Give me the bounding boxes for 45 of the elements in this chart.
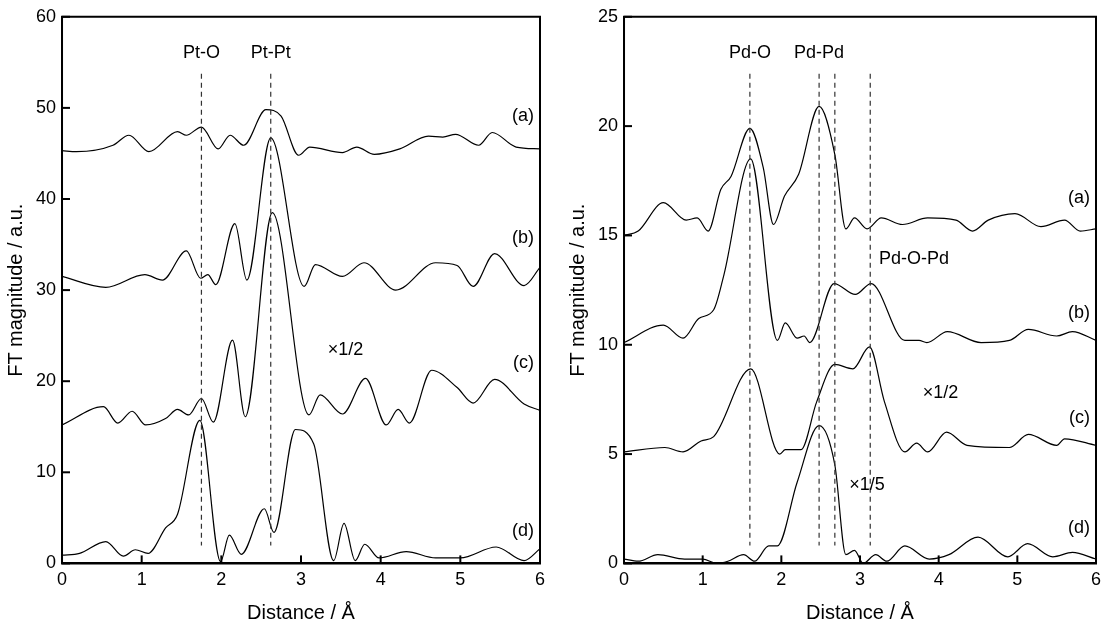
- y-tick-label: 10: [35, 461, 57, 482]
- y-tick-label: 50: [35, 96, 57, 117]
- annotation: ×1/2: [922, 381, 959, 402]
- series-label: (a): [512, 105, 534, 126]
- y-tick-label: 25: [597, 5, 619, 26]
- y-tick-label: 10: [597, 333, 619, 354]
- y-tick-label: 0: [608, 552, 619, 573]
- y-tick-label: 40: [35, 187, 57, 208]
- ref-line-label: Pd-O: [728, 41, 771, 62]
- y-tick-label: 20: [597, 115, 619, 136]
- x-tick-label: 4: [933, 569, 944, 590]
- x-tick-label: 2: [776, 569, 787, 590]
- series-label: (c): [1069, 407, 1090, 428]
- series-label: (b): [512, 226, 534, 247]
- x-tick-label: 6: [534, 569, 546, 590]
- y-tick-label: 20: [35, 370, 57, 391]
- x-tick-label: 5: [455, 569, 466, 590]
- x-axis-title: Distance / Å: [247, 600, 356, 623]
- ref-line-label: Pd-Pd: [794, 41, 845, 62]
- y-axis-title: FT magnitude / a.u.: [3, 203, 26, 377]
- y-axis-title: FT magnitude / a.u.: [565, 203, 588, 377]
- annotation: ×1/5: [849, 473, 885, 494]
- series-label: (b): [1068, 302, 1090, 323]
- x-tick-label: 4: [375, 569, 386, 590]
- y-tick-label: 15: [597, 224, 619, 245]
- x-tick-label: 5: [1012, 569, 1023, 590]
- series-label: (c): [513, 352, 534, 373]
- y-tick-label: 5: [608, 443, 619, 464]
- x-tick-label: 3: [855, 569, 866, 590]
- x-tick-label: 2: [216, 569, 227, 590]
- series-label: (a): [1068, 186, 1090, 207]
- series-label: (d): [512, 519, 534, 540]
- y-tick-label: 0: [46, 552, 57, 573]
- y-tick-label: 60: [35, 5, 57, 26]
- x-tick-label: 1: [136, 569, 147, 590]
- x-axis-title: Distance / Å: [806, 600, 915, 623]
- x-tick-label: 1: [697, 569, 708, 590]
- y-tick-label: 30: [35, 279, 57, 300]
- x-tick-label: 3: [296, 569, 307, 590]
- ref-line-label: Pt-Pt: [250, 41, 291, 62]
- annotation: ×1/2: [327, 339, 364, 360]
- annotation: Pd-O-Pd: [878, 248, 949, 269]
- series-label: (d): [1068, 516, 1090, 537]
- ref-line-label: Pt-O: [182, 41, 220, 62]
- x-tick-label: 6: [1090, 569, 1102, 590]
